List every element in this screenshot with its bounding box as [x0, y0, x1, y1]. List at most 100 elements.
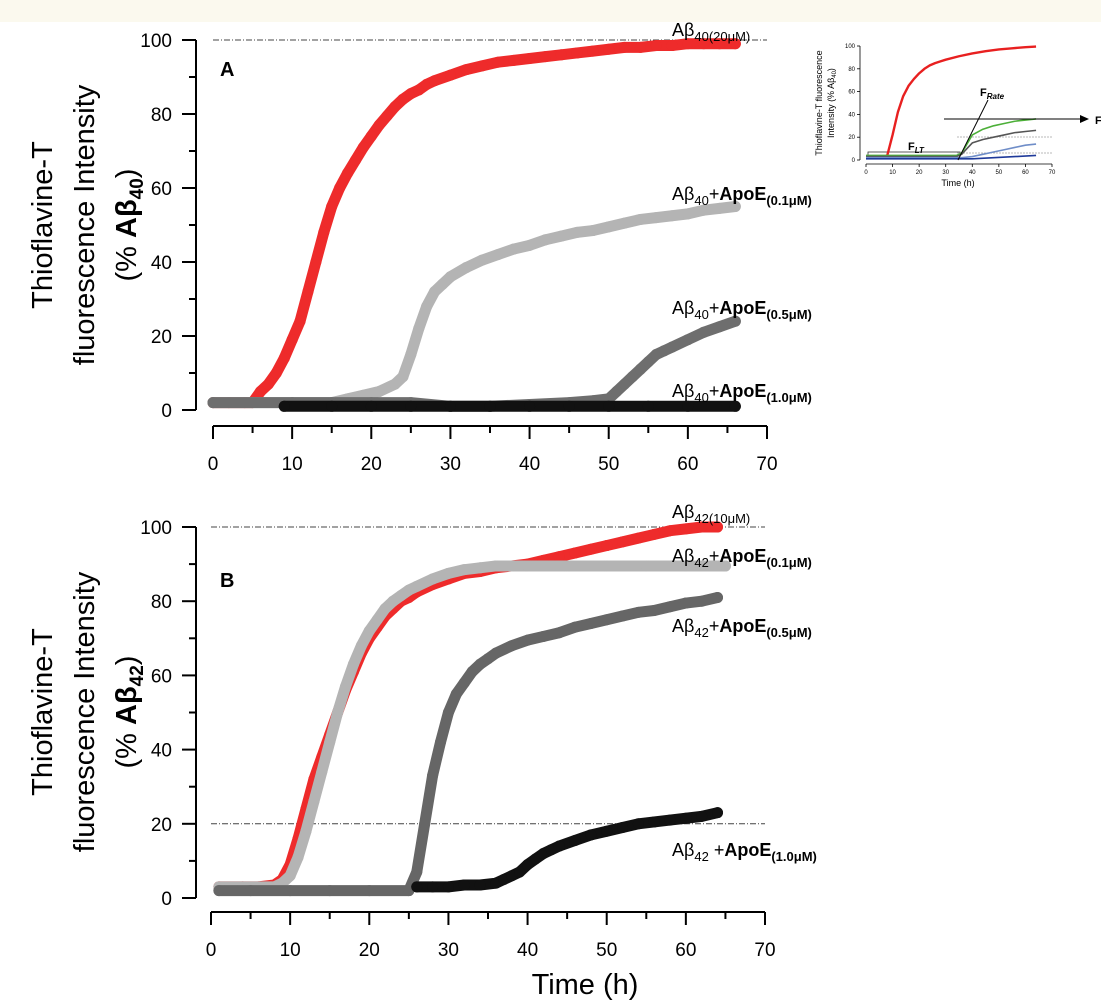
data-point: [664, 814, 676, 826]
data-point: [696, 521, 708, 533]
series-label: Aβ40+ApoE(0.1μM): [672, 184, 812, 208]
data-point: [680, 560, 692, 572]
data-point: [601, 614, 613, 626]
series-1: [213, 521, 724, 893]
data-point: [632, 606, 644, 618]
data-point: [437, 278, 449, 290]
data-point: [506, 640, 518, 652]
inset-series-line: [866, 143, 1037, 159]
data-point: [680, 812, 692, 824]
inset-y-tick-label: 80: [848, 67, 855, 73]
data-point: [365, 400, 377, 412]
data-point: [611, 386, 623, 397]
data-point: [405, 349, 417, 360]
y-axis-label-unit-suffix: ): [111, 169, 143, 179]
y-axis-label-unit-main: Aβ: [111, 199, 143, 238]
series-label-concentration: (1.0μM): [766, 390, 812, 405]
series-label-concentration: (0.5μM): [766, 307, 812, 322]
data-point: [411, 881, 423, 893]
series-label-main: Aβ: [672, 616, 694, 636]
data-point: [278, 400, 290, 412]
data-point: [587, 225, 599, 237]
series-label-apoe: ApoE: [724, 840, 771, 860]
data-point: [603, 43, 615, 55]
y-axis-label-unit-suffix: ): [111, 656, 143, 666]
data-point: [648, 816, 660, 828]
y-axis-label-unit-sub: 40: [127, 178, 148, 199]
x-tick-label: 30: [438, 940, 459, 961]
data-point: [458, 879, 470, 891]
series-label-concentration: (10μM): [709, 511, 750, 526]
data-point: [490, 647, 502, 659]
data-point: [444, 400, 456, 412]
data-point: [334, 182, 346, 194]
x-tick-label: 0: [208, 454, 219, 475]
data-point: [389, 378, 401, 390]
series-label-plus: +: [709, 546, 720, 566]
data-point: [729, 400, 741, 412]
series-label-apoe: ApoE: [719, 616, 766, 636]
data-point: [427, 770, 439, 782]
series-label-plus: +: [709, 184, 720, 204]
x-axis-title: Time (h): [532, 969, 639, 1001]
data-point: [397, 371, 409, 383]
data-point: [413, 84, 425, 96]
data-point: [529, 853, 541, 865]
series-label: Aβ42(10μM): [672, 502, 750, 526]
series-label-apoe: ApoE: [719, 184, 766, 204]
data-point: [395, 590, 407, 602]
x-tick-label: 50: [596, 940, 617, 961]
inset-annotation-main: F: [1095, 115, 1101, 127]
inset-series-line: [866, 45, 1037, 159]
series-label-sub: 42: [694, 555, 708, 570]
y-tick-label: 60: [151, 666, 172, 687]
panel-label: A: [220, 59, 234, 81]
data-point: [508, 54, 520, 66]
data-point: [539, 234, 551, 246]
data-point: [712, 807, 724, 819]
data-point: [585, 543, 597, 555]
data-point: [553, 627, 565, 639]
x-tick-label: 0: [206, 940, 217, 961]
inset-y-axis-title-sub: 40: [832, 70, 838, 77]
data-point: [429, 75, 441, 87]
x-tick-label: 10: [280, 940, 301, 961]
series-label: Aβ40(20μM): [672, 20, 750, 44]
series-label-main: Aβ: [672, 840, 694, 860]
series-label-concentration: (0.1μM): [766, 193, 812, 208]
data-point: [357, 141, 369, 153]
inset-x-tick-label: 60: [1022, 170, 1029, 176]
data-point: [349, 154, 361, 166]
inset-x-tick-label: 70: [1049, 170, 1056, 176]
series-label: Aβ42+ApoE(0.1μM): [672, 546, 812, 570]
data-point: [561, 560, 573, 572]
series-label-apoe: ApoE: [719, 381, 766, 401]
y-axis-label-unit-main: Aβ: [111, 686, 143, 725]
series-label-main: Aβ: [672, 184, 694, 204]
data-point: [682, 334, 694, 346]
data-point: [539, 51, 551, 63]
data-point: [632, 818, 644, 830]
data-point: [698, 204, 710, 216]
data-point: [355, 640, 367, 652]
data-point: [397, 93, 409, 105]
data-point: [640, 560, 652, 572]
data-point: [666, 40, 678, 52]
data-point: [324, 885, 336, 897]
inset-y-axis-title-end: ): [826, 68, 836, 71]
series-label-plus: +: [709, 616, 720, 636]
x-tick-label: 60: [677, 454, 698, 475]
series-label-plus: +: [709, 298, 720, 318]
series-2: [213, 560, 731, 893]
y-axis-label: Thioflavine-T fluorescence Intensity (% Aβ…: [27, 571, 148, 852]
data-point: [482, 653, 494, 665]
inset-annotation-main: F: [980, 87, 987, 99]
x-tick-label: 10: [282, 454, 303, 475]
inset-rate-line: [957, 99, 989, 161]
data-point: [585, 617, 597, 629]
data-point: [405, 400, 417, 412]
series-label-apoe: ApoE: [719, 298, 766, 318]
y-tick-label: 20: [151, 815, 172, 836]
data-point: [363, 625, 375, 637]
inset-y-axis-title: Thioflavine-T fluorescence: [814, 50, 824, 155]
